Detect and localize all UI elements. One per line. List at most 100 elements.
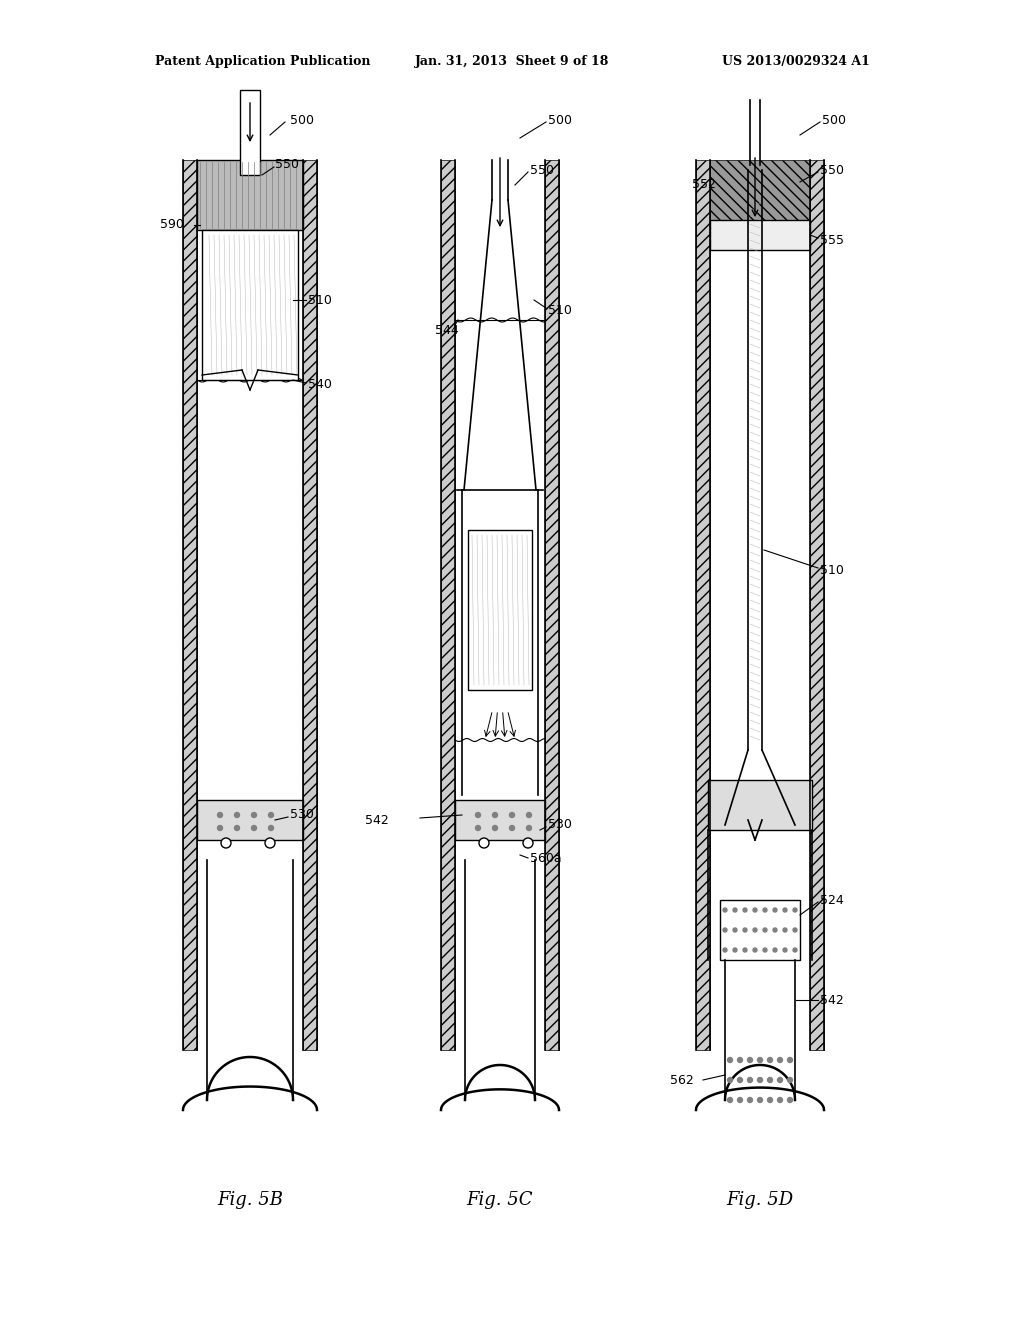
Circle shape bbox=[234, 813, 240, 817]
Circle shape bbox=[252, 813, 256, 817]
Circle shape bbox=[743, 928, 746, 932]
Circle shape bbox=[773, 928, 777, 932]
Circle shape bbox=[526, 813, 531, 817]
Circle shape bbox=[733, 948, 737, 952]
Circle shape bbox=[252, 825, 256, 830]
Circle shape bbox=[783, 948, 787, 952]
Circle shape bbox=[758, 1077, 763, 1082]
Circle shape bbox=[723, 948, 727, 952]
Circle shape bbox=[479, 838, 489, 847]
Circle shape bbox=[727, 1057, 732, 1063]
Text: 560a: 560a bbox=[530, 851, 561, 865]
Bar bbox=[708, 780, 812, 830]
Circle shape bbox=[777, 1097, 782, 1102]
Circle shape bbox=[758, 1097, 763, 1102]
Circle shape bbox=[748, 1097, 753, 1102]
Bar bbox=[696, 160, 710, 1049]
Text: 530: 530 bbox=[290, 808, 314, 821]
Text: 550: 550 bbox=[275, 158, 299, 172]
Bar bbox=[202, 230, 298, 380]
Text: 550: 550 bbox=[820, 164, 844, 177]
Circle shape bbox=[723, 928, 727, 932]
Circle shape bbox=[221, 838, 231, 847]
Circle shape bbox=[753, 948, 757, 952]
Text: Patent Application Publication: Patent Application Publication bbox=[155, 55, 371, 69]
Bar bbox=[545, 160, 559, 1049]
Text: 552: 552 bbox=[692, 178, 716, 191]
Circle shape bbox=[787, 1077, 793, 1082]
Text: 530: 530 bbox=[548, 818, 571, 832]
Text: 540: 540 bbox=[308, 379, 332, 392]
Text: Fig. 5D: Fig. 5D bbox=[726, 1191, 794, 1209]
Text: 550: 550 bbox=[530, 164, 554, 177]
Circle shape bbox=[787, 1097, 793, 1102]
Circle shape bbox=[793, 928, 797, 932]
Text: 510: 510 bbox=[548, 304, 571, 317]
Text: 542: 542 bbox=[365, 813, 389, 826]
Circle shape bbox=[217, 825, 222, 830]
Text: 510: 510 bbox=[820, 564, 844, 577]
Circle shape bbox=[768, 1097, 772, 1102]
Circle shape bbox=[753, 908, 757, 912]
Circle shape bbox=[743, 948, 746, 952]
Circle shape bbox=[234, 825, 240, 830]
Circle shape bbox=[733, 908, 737, 912]
Circle shape bbox=[763, 948, 767, 952]
Circle shape bbox=[787, 1057, 793, 1063]
Circle shape bbox=[727, 1097, 732, 1102]
Text: Jan. 31, 2013  Sheet 9 of 18: Jan. 31, 2013 Sheet 9 of 18 bbox=[415, 55, 609, 69]
Circle shape bbox=[217, 813, 222, 817]
Circle shape bbox=[523, 838, 534, 847]
Text: Fig. 5C: Fig. 5C bbox=[467, 1191, 534, 1209]
Circle shape bbox=[753, 928, 757, 932]
Circle shape bbox=[768, 1057, 772, 1063]
Bar bbox=[720, 900, 800, 960]
Circle shape bbox=[475, 813, 480, 817]
Circle shape bbox=[793, 908, 797, 912]
Text: 555: 555 bbox=[820, 234, 844, 247]
Circle shape bbox=[526, 825, 531, 830]
Bar bbox=[468, 531, 532, 690]
Circle shape bbox=[475, 825, 480, 830]
Bar bbox=[455, 800, 545, 840]
Circle shape bbox=[510, 813, 514, 817]
Circle shape bbox=[793, 948, 797, 952]
Text: 524: 524 bbox=[820, 894, 844, 907]
Text: 500: 500 bbox=[548, 114, 572, 127]
Circle shape bbox=[737, 1077, 742, 1082]
Text: US 2013/0029324 A1: US 2013/0029324 A1 bbox=[722, 55, 870, 69]
Text: 562: 562 bbox=[670, 1073, 693, 1086]
Circle shape bbox=[723, 908, 727, 912]
Circle shape bbox=[763, 908, 767, 912]
Text: 542: 542 bbox=[820, 994, 844, 1006]
Circle shape bbox=[763, 928, 767, 932]
Circle shape bbox=[773, 948, 777, 952]
Circle shape bbox=[493, 825, 498, 830]
Bar bbox=[710, 160, 810, 220]
Circle shape bbox=[743, 908, 746, 912]
Circle shape bbox=[737, 1097, 742, 1102]
Bar bbox=[710, 220, 810, 249]
Bar bbox=[197, 800, 303, 840]
Circle shape bbox=[783, 928, 787, 932]
Bar bbox=[303, 160, 317, 1049]
Circle shape bbox=[768, 1077, 772, 1082]
Bar bbox=[197, 160, 303, 230]
Text: 500: 500 bbox=[290, 114, 314, 127]
Circle shape bbox=[510, 825, 514, 830]
Bar bbox=[183, 160, 197, 1049]
Circle shape bbox=[773, 908, 777, 912]
Circle shape bbox=[777, 1057, 782, 1063]
Bar bbox=[240, 90, 260, 176]
Circle shape bbox=[783, 908, 787, 912]
Circle shape bbox=[748, 1077, 753, 1082]
Circle shape bbox=[733, 928, 737, 932]
Circle shape bbox=[727, 1077, 732, 1082]
Circle shape bbox=[265, 838, 275, 847]
Text: 544: 544 bbox=[435, 323, 459, 337]
Circle shape bbox=[758, 1057, 763, 1063]
Circle shape bbox=[748, 1057, 753, 1063]
Text: 500: 500 bbox=[822, 114, 846, 127]
Text: Fig. 5B: Fig. 5B bbox=[217, 1191, 283, 1209]
Circle shape bbox=[737, 1057, 742, 1063]
